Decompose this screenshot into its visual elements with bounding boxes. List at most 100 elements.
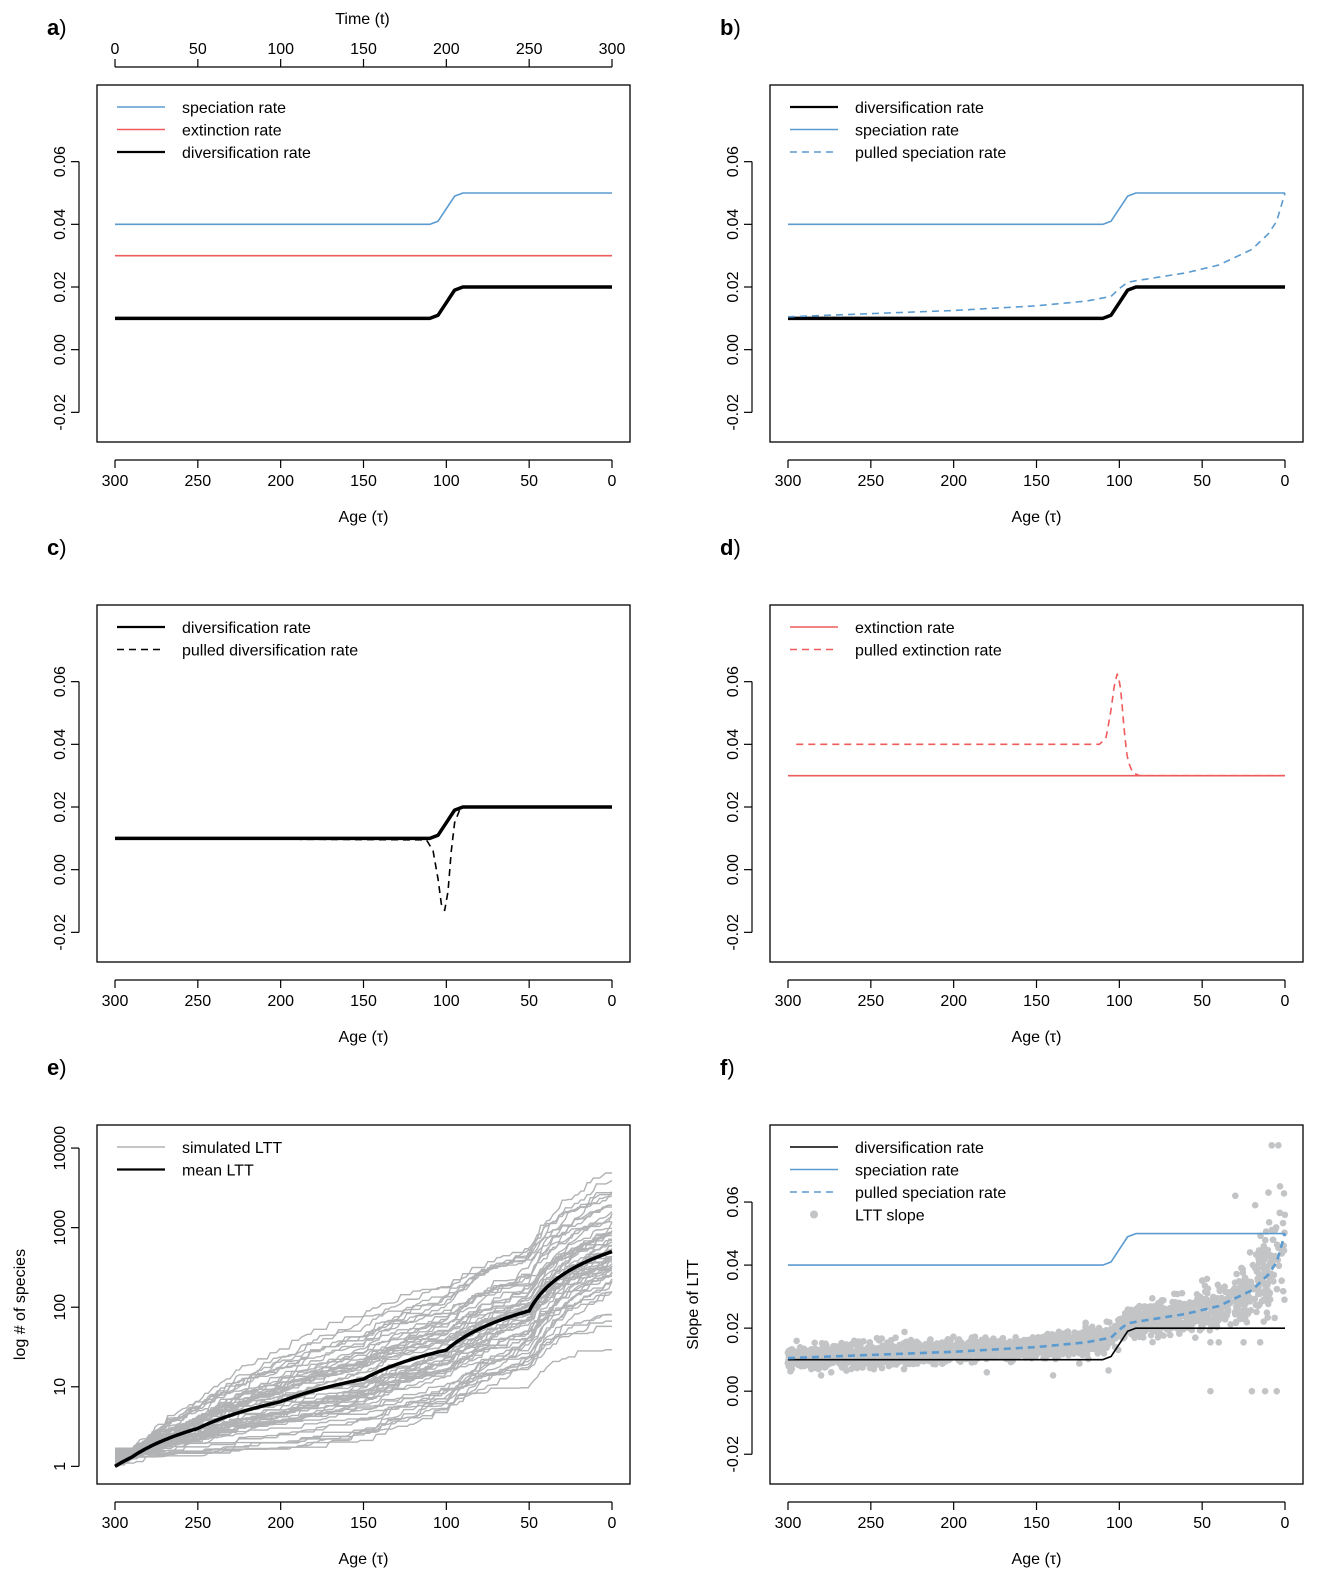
x-tick-label: 250 — [184, 993, 211, 1010]
y-tick-label: -0.02 — [725, 914, 742, 951]
panel-e: e) 300 250 200 150 100 50 0 Age (τ) 1 10 100 1000 100… — [12, 1055, 631, 1568]
ltt-slope-point — [881, 1347, 889, 1355]
y-tick-label: -0.02 — [52, 394, 69, 431]
x-tick-label: 100 — [1106, 1515, 1133, 1532]
x-tick-label: 50 — [1193, 1515, 1211, 1532]
x-tick-label: 200 — [267, 1515, 294, 1532]
ltt-slope-point — [1232, 1192, 1239, 1200]
simulated-ltt-line — [115, 1221, 612, 1455]
panel-letter-e: e) — [47, 1055, 67, 1080]
ltt-slope-point — [867, 1359, 875, 1367]
ltt-slope-point — [1066, 1336, 1073, 1344]
legend-item: diversification rate — [790, 100, 984, 117]
series-speciation-rate — [788, 192, 1285, 226]
ltt-slope-point — [1197, 1318, 1205, 1326]
ltt-slope-point — [1207, 1387, 1214, 1395]
ltt-slope-point — [1279, 1287, 1287, 1295]
simulated-ltt-line — [115, 1313, 612, 1451]
legend-item: diversification rate — [790, 1140, 984, 1157]
ltt-slope-point — [1203, 1318, 1211, 1326]
series-mean-LTT — [114, 1249, 613, 1468]
x-tick-label: 200 — [267, 993, 294, 1010]
ltt-slope-point — [1246, 1298, 1254, 1305]
ltt-slope-point — [843, 1367, 850, 1374]
simulated-ltt-line — [115, 1211, 613, 1467]
y-tick-label: 0.06 — [52, 666, 69, 697]
x-tick-label: 100 — [433, 1515, 460, 1532]
ltt-slope-point — [856, 1357, 864, 1365]
ltt-slope-point — [1231, 1279, 1239, 1286]
ltt-slope-point — [1268, 1255, 1276, 1262]
legend-label: speciation rate — [855, 123, 959, 140]
ltt-slope-point — [1281, 1211, 1289, 1219]
ltt-slope-point — [1152, 1311, 1160, 1319]
ltt-slope-point — [785, 1362, 793, 1370]
plot-frame — [769, 604, 1304, 963]
ltt-slope-point — [1071, 1345, 1079, 1352]
y-tick-label: -0.02 — [725, 394, 742, 431]
ltt-slope-point — [1247, 1306, 1255, 1314]
simulated-ltt-line — [115, 1265, 613, 1450]
ltt-slope-point — [848, 1365, 855, 1373]
legend-item: pulled speciation rate — [790, 145, 1006, 162]
ltt-slope-point — [878, 1364, 886, 1372]
ltt-slope-point — [1154, 1334, 1162, 1341]
legend-label: extinction rate — [182, 123, 282, 140]
legend-label: diversification rate — [182, 620, 311, 637]
ltt-slope-point — [1232, 1319, 1240, 1327]
ltt-slope-point — [1170, 1290, 1178, 1298]
ltt-slope-point — [1215, 1339, 1223, 1346]
x-tick-label: 300 — [102, 993, 129, 1010]
ltt-slope-point — [993, 1353, 1001, 1360]
legend-item: pulled speciation rate — [790, 1185, 1006, 1202]
ltt-slope-point — [1246, 1249, 1254, 1256]
plot-area — [788, 673, 1285, 777]
x-tick-label: 300 — [102, 473, 129, 490]
y-tick-label: 0.00 — [52, 334, 69, 365]
ltt-slope-point — [1275, 1142, 1282, 1149]
ltt-slope-point — [1192, 1334, 1199, 1342]
ltt-slope-point — [1275, 1262, 1283, 1270]
ltt-slope-point — [1163, 1320, 1170, 1328]
y-tick-label: -0.02 — [52, 914, 69, 951]
legend-item: simulated LTT — [117, 1140, 282, 1157]
ltt-slope-point — [1166, 1331, 1174, 1339]
ltt-slope-point — [1139, 1332, 1146, 1339]
ltt-slope-point — [990, 1335, 997, 1342]
legend-item: diversification rate — [117, 620, 311, 637]
legend: simulated LTT mean LTT — [117, 1140, 282, 1180]
x-tick-label: 250 — [184, 473, 211, 490]
ltt-slope-point — [1261, 1255, 1268, 1263]
ltt-slope-point — [870, 1365, 878, 1373]
ltt-slope-point — [1268, 1142, 1276, 1149]
ltt-slope-point — [922, 1341, 930, 1348]
ltt-slope-point — [1260, 1296, 1268, 1303]
top-tick-label: 250 — [516, 41, 543, 58]
ltt-slope-point — [901, 1328, 908, 1336]
y-tick-label: 0.04 — [52, 209, 69, 240]
y-tick-label: 0.04 — [725, 209, 742, 240]
ltt-slope-point — [1227, 1321, 1234, 1328]
ltt-slope-point — [1261, 1236, 1269, 1244]
x-tick-label: 200 — [940, 1515, 967, 1532]
ltt-slope-point — [1236, 1313, 1244, 1321]
y-tick-label: 0.02 — [725, 1312, 742, 1343]
legend-label: extinction rate — [855, 620, 955, 637]
series-speciation-rate — [115, 192, 612, 226]
ltt-slope-point — [1280, 1190, 1288, 1197]
ltt-slope-point — [1194, 1310, 1202, 1317]
simulated-ltt-line — [115, 1267, 613, 1455]
ltt-slope-point — [800, 1345, 808, 1353]
legend-item: mean LTT — [117, 1163, 254, 1180]
legend-item: pulled extinction rate — [790, 643, 1002, 660]
legend-label: diversification rate — [855, 100, 984, 117]
panel-f: f) 300 250 200 150 100 50 0 Age (τ) -0.02 0.00 0.02… — [685, 1055, 1304, 1568]
ltt-slope-point — [978, 1336, 986, 1344]
top-tick-label: 50 — [189, 41, 207, 58]
ltt-slope-point — [1239, 1281, 1247, 1289]
ltt-slope-point — [1133, 1305, 1141, 1312]
simulated-ltt-group — [114, 1172, 613, 1468]
ltt-slope-point — [1266, 1289, 1274, 1297]
x-tick-label: 150 — [1023, 1515, 1050, 1532]
